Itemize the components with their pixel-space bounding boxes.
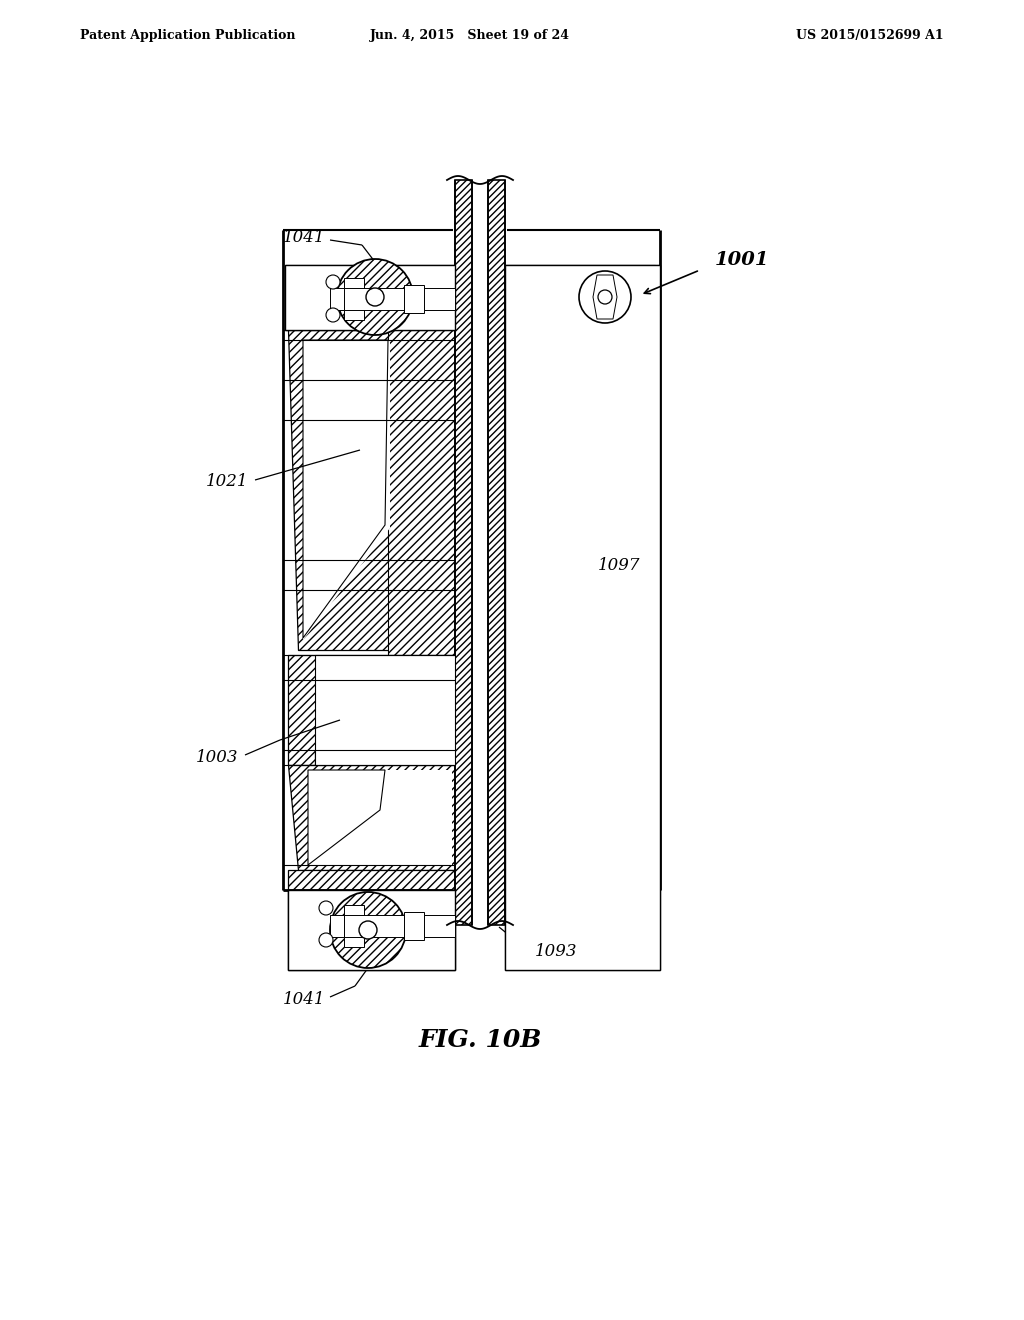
Bar	[344, 906, 364, 946]
Polygon shape	[505, 420, 630, 649]
Polygon shape	[288, 330, 455, 649]
Bar	[330, 915, 344, 937]
Bar	[404, 285, 424, 313]
Circle shape	[330, 892, 406, 968]
Polygon shape	[288, 890, 455, 970]
Bar	[424, 288, 455, 310]
Text: 1093: 1093	[535, 944, 578, 961]
Text: 1021: 1021	[206, 474, 248, 491]
Polygon shape	[319, 660, 453, 744]
Polygon shape	[388, 330, 455, 655]
Polygon shape	[285, 265, 455, 330]
Circle shape	[359, 921, 377, 939]
Circle shape	[598, 290, 612, 304]
Polygon shape	[505, 420, 540, 680]
Polygon shape	[303, 341, 388, 638]
Bar	[344, 288, 404, 310]
Text: 1001: 1001	[715, 251, 769, 269]
Polygon shape	[505, 680, 655, 890]
Bar	[505, 265, 660, 970]
Polygon shape	[303, 341, 390, 640]
Bar	[344, 915, 404, 937]
Polygon shape	[593, 275, 617, 319]
Text: FIG. 10B: FIG. 10B	[419, 1028, 542, 1052]
Polygon shape	[505, 265, 660, 970]
Circle shape	[366, 288, 384, 306]
Bar	[404, 912, 424, 940]
Bar	[288, 890, 455, 970]
Text: Jun. 4, 2015   Sheet 19 of 24: Jun. 4, 2015 Sheet 19 of 24	[370, 29, 570, 41]
Polygon shape	[505, 420, 655, 680]
Circle shape	[579, 271, 631, 323]
Text: 1097: 1097	[598, 557, 640, 573]
Circle shape	[326, 308, 340, 322]
Polygon shape	[510, 425, 625, 675]
Bar	[540, 360, 565, 680]
Circle shape	[319, 933, 333, 946]
Polygon shape	[488, 180, 505, 925]
Circle shape	[337, 259, 413, 335]
Polygon shape	[308, 770, 385, 865]
Polygon shape	[288, 766, 455, 870]
Polygon shape	[308, 770, 452, 865]
Circle shape	[326, 275, 340, 289]
Bar	[424, 915, 455, 937]
Circle shape	[319, 902, 333, 915]
Polygon shape	[288, 655, 455, 766]
Bar	[315, 655, 455, 766]
Polygon shape	[505, 265, 655, 420]
Polygon shape	[288, 870, 455, 890]
Polygon shape	[510, 685, 625, 861]
Bar	[330, 288, 344, 310]
Text: 1003: 1003	[196, 750, 238, 767]
Bar	[344, 279, 364, 319]
Text: 1041: 1041	[283, 230, 325, 247]
Text: US 2015/0152699 A1: US 2015/0152699 A1	[797, 29, 944, 41]
Polygon shape	[455, 180, 472, 925]
Bar	[285, 265, 455, 330]
Text: 1041: 1041	[283, 991, 325, 1008]
Text: Patent Application Publication: Patent Application Publication	[80, 29, 296, 41]
